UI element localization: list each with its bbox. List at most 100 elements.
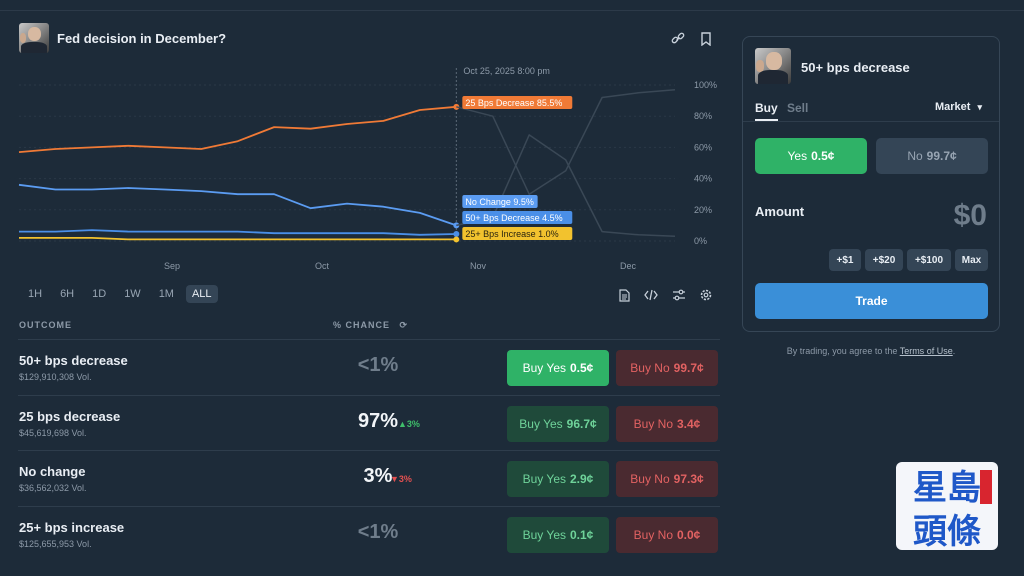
series-line	[19, 229, 457, 236]
range-button-1d[interactable]: 1D	[92, 288, 107, 300]
buy-no-price: 3.4¢	[677, 416, 701, 431]
panel-no-button[interactable]: No 99.7¢	[876, 138, 988, 174]
series-label-bg	[462, 96, 573, 109]
series-label: No Change 9.5%	[462, 195, 538, 208]
y-tick-label: 60%	[694, 142, 712, 152]
buy-no-button[interactable]: Buy No 0.0¢	[616, 516, 718, 553]
watermark-line1: 星島	[913, 467, 981, 508]
series-line	[19, 237, 457, 241]
chip-add-20[interactable]: +$20	[865, 249, 903, 271]
outcome-volume: $45,619,698 Vol.	[19, 427, 87, 438]
watermark-line2: 頭條	[913, 511, 981, 551]
range-button-6h[interactable]: 6H	[60, 288, 75, 300]
buy-yes-button[interactable]: Buy Yes 96.7¢	[507, 405, 609, 442]
settings-sliders-icon[interactable]	[671, 287, 687, 303]
chance-delta: ▲3%	[398, 418, 420, 429]
buy-no-price: 99.7¢	[673, 361, 704, 375]
chip-add-100[interactable]: +$100	[907, 249, 951, 271]
series-label-text: 25+ Bps Increase 1.0%	[465, 229, 558, 239]
outcome-chance: 97%	[357, 409, 399, 432]
buy-yes-price: 0.1¢	[570, 527, 594, 542]
document-icon[interactable]	[616, 287, 632, 303]
series-label: 25 Bps Decrease 85.5%	[462, 96, 573, 109]
buy-yes-button[interactable]: Buy Yes 0.1¢	[507, 516, 609, 553]
x-tick-label: Oct	[315, 261, 330, 271]
x-tick-label: Sep	[164, 261, 180, 271]
gear-icon[interactable]	[698, 287, 714, 303]
outcome-volume: $36,562,032 Vol.	[19, 483, 87, 493]
buy-no-label: Buy No	[633, 527, 673, 542]
series-dot	[453, 236, 460, 243]
series-label-text: No Change 9.5%	[465, 197, 534, 207]
panel-no-label: No	[907, 149, 923, 163]
y-tick-label: 100%	[694, 80, 717, 90]
outcome-name: 50+ bps decrease	[19, 353, 128, 368]
hover-date: Oct 25, 2025 8:00 pm	[463, 66, 550, 76]
y-tick-label: 80%	[694, 111, 712, 121]
y-tick-label: 40%	[694, 174, 712, 184]
chance-delta: ▼3%	[390, 474, 412, 484]
amount-input[interactable]: $0	[953, 199, 987, 232]
outcome-column-header: OUTCOME	[19, 320, 72, 330]
outcome-chance: 3%	[363, 465, 393, 487]
range-button-all[interactable]: ALL	[185, 285, 218, 303]
buy-no-button[interactable]: Buy No 3.4¢	[616, 405, 718, 442]
buy-yes-button[interactable]: Buy Yes 0.5¢	[507, 350, 609, 386]
buy-tab[interactable]: Buy	[755, 101, 778, 115]
buy-yes-label: Buy Yes	[522, 361, 566, 375]
refresh-icon[interactable]: ⟳	[399, 320, 409, 330]
range-button-1m[interactable]: 1M	[158, 288, 174, 300]
trade-button[interactable]: Trade	[755, 283, 988, 319]
link-icon[interactable]	[670, 31, 686, 47]
range-button-1h[interactable]: 1H	[28, 288, 43, 300]
outcome-row[interactable]: 50+ bps decrease $129,910,308 Vol. <1% B…	[18, 339, 720, 394]
series-label-bg	[462, 211, 573, 224]
panel-yes-button[interactable]: Yes 0.5¢	[755, 138, 867, 174]
outcome-volume: $129,910,308 Vol.	[19, 372, 92, 382]
outcome-row[interactable]: No change $36,562,032 Vol. 3% ▼3% Buy Ye…	[18, 450, 720, 505]
terms-link[interactable]: Terms of Use	[899, 346, 953, 356]
buy-no-price: 97.3¢	[673, 472, 704, 486]
sell-tab[interactable]: Sell	[787, 101, 809, 115]
range-button-1w[interactable]: 1W	[124, 288, 141, 300]
x-tick-label: Dec	[620, 261, 637, 271]
embed-code-icon[interactable]	[643, 287, 659, 303]
terms-suffix: .	[952, 346, 956, 356]
panel-avatar	[755, 48, 791, 84]
outcome-name: 25+ bps increase	[19, 519, 125, 535]
panel-title: 50+ bps decrease	[801, 60, 910, 75]
outcome-name: 25 bps decrease	[19, 408, 121, 424]
buy-tab-underline	[755, 119, 778, 121]
outcome-chance: <1%	[357, 354, 399, 376]
outcome-volume: $125,655,953 Vol.	[19, 538, 92, 549]
order-type-dropdown[interactable]: Market ▾	[935, 101, 982, 113]
outcome-row[interactable]: 25 bps decrease $45,619,698 Vol. 97% ▲3%…	[18, 394, 720, 450]
market-avatar	[19, 23, 49, 53]
watermark-red-bar	[980, 470, 992, 504]
series-line	[18, 105, 457, 153]
market-title: Fed decision in December?	[57, 31, 227, 46]
outcome-row[interactable]: 25+ bps increase $125,655,953 Vol. <1% B…	[18, 505, 720, 561]
y-tick-label: 0%	[694, 236, 707, 246]
buy-no-label: Buy No	[633, 416, 673, 431]
x-tick-label: Nov	[470, 261, 487, 271]
amount-label: Amount	[755, 204, 805, 219]
bookmark-icon[interactable]	[698, 31, 714, 47]
top-divider	[0, 10, 1024, 11]
chip-add-1[interactable]: +$1	[829, 249, 861, 271]
price-chart[interactable]: 100% 80% 60% 40% 20% 0% Sep Oct Nov Dec Oct 25, 20…	[0, 60, 720, 280]
buy-yes-price: 0.5¢	[570, 361, 594, 375]
buy-no-button[interactable]: Buy No 97.3¢	[616, 461, 718, 497]
buy-yes-label: Buy Yes	[522, 527, 566, 542]
series-label: 25+ Bps Increase 1.0%	[462, 227, 573, 240]
panel-yes-price: 0.5¢	[811, 149, 835, 163]
chip-max[interactable]: Max	[955, 249, 988, 271]
watermark-logo: 星島 頭條	[896, 462, 998, 550]
buy-yes-button[interactable]: Buy Yes 2.9¢	[507, 461, 609, 497]
panel-divider	[743, 121, 999, 122]
series-label: 50+ Bps Decrease 4.5%	[462, 211, 573, 224]
series-label-bg	[462, 227, 573, 240]
buy-no-button[interactable]: Buy No 99.7¢	[616, 350, 718, 386]
series-dot	[453, 230, 460, 237]
buy-yes-label: Buy Yes	[519, 416, 563, 431]
